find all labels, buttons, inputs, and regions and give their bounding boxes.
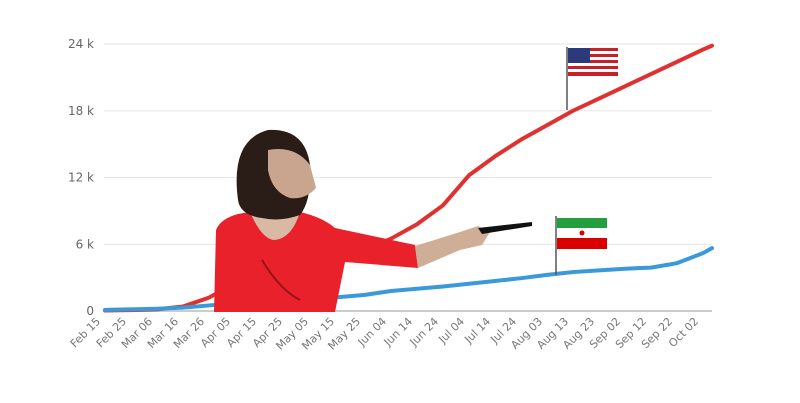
x-tick-label: Oct 02: [666, 315, 701, 350]
x-tick-label: Jun 24: [407, 315, 441, 349]
y-tick-label: 24 k: [68, 37, 94, 51]
iran-flag-icon: [555, 216, 607, 275]
y-tick-label: 12 k: [68, 171, 94, 185]
x-tick-label: Jun 14: [381, 315, 415, 349]
x-tick-label: Jul 14: [461, 315, 493, 347]
y-tick-label: 0: [86, 304, 94, 318]
us-flag-icon: [566, 47, 618, 110]
x-tick-label: Jul 04: [435, 315, 467, 347]
presenter-photo: [214, 129, 532, 312]
y-tick-label: 18 k: [68, 104, 94, 118]
x-tick-label: Jun 04: [355, 315, 389, 349]
y-tick-label: 6 k: [76, 237, 94, 251]
